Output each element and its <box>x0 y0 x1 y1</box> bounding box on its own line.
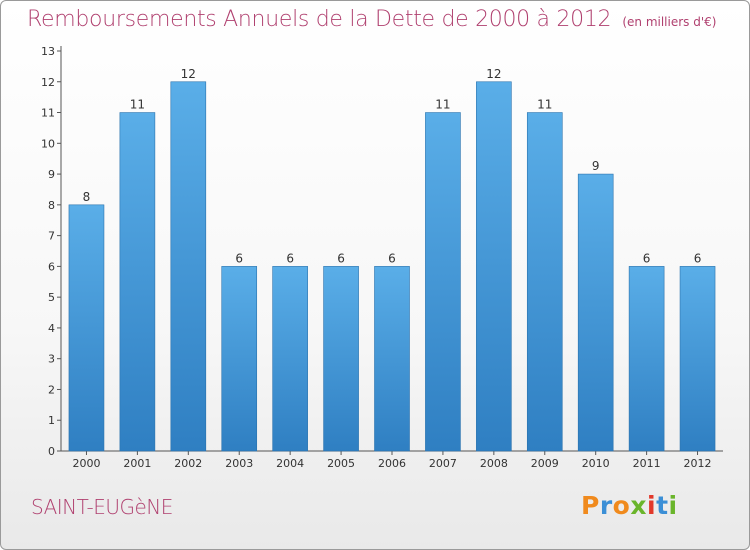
y-tick-label: 9 <box>48 168 55 181</box>
x-tick-label: 2010 <box>582 457 610 470</box>
logo-letter: x <box>630 491 647 520</box>
bar-2007 <box>425 112 461 452</box>
y-tick-label: 12 <box>41 76 55 89</box>
bar-2002 <box>170 81 207 452</box>
bar-2010 <box>577 173 614 452</box>
data-label: 6 <box>337 251 345 265</box>
bars <box>68 81 716 452</box>
logo-letter: P <box>581 491 600 520</box>
logo-letter: i <box>668 491 678 520</box>
data-label: 11 <box>130 98 145 112</box>
bar-2004 <box>272 266 308 452</box>
data-label: 8 <box>83 190 91 204</box>
data-label: 11 <box>435 98 450 112</box>
x-tick-label: 2001 <box>123 457 151 470</box>
chart-title: Remboursements Annuels de la Dette de 20… <box>27 7 716 32</box>
y-tick-label: 5 <box>48 291 55 304</box>
bar-2008 <box>476 81 512 452</box>
bar-2011 <box>628 266 665 452</box>
x-tick-label: 2005 <box>327 457 355 470</box>
y-tick-label: 6 <box>48 260 55 273</box>
x-tick-label: 2004 <box>276 457 304 470</box>
data-label: 6 <box>643 251 651 265</box>
bar-2006 <box>374 266 410 452</box>
x-tick-label: 2002 <box>174 457 202 470</box>
x-tick-label: 2009 <box>531 457 559 470</box>
data-label: 12 <box>486 67 501 81</box>
title-unit: (en milliers d'€) <box>622 15 717 29</box>
y-tick-label: 3 <box>48 353 55 366</box>
data-label: 6 <box>388 251 396 265</box>
bar-2009 <box>526 112 563 452</box>
data-label: 12 <box>181 67 196 81</box>
logo-letter: i <box>647 491 657 520</box>
data-label: 11 <box>537 98 552 112</box>
logo-letter: o <box>612 491 631 520</box>
y-tick-label: 10 <box>41 137 55 150</box>
x-tick-label: 2008 <box>480 457 508 470</box>
proxiti-logo: Proxiti <box>581 491 678 520</box>
x-tick-label: 2007 <box>429 457 457 470</box>
y-tick-label: 1 <box>48 414 55 427</box>
y-tick-label: 13 <box>41 45 55 58</box>
x-tick-label: 2011 <box>633 457 661 470</box>
logo-letter: t <box>656 491 669 520</box>
y-tick-label: 11 <box>41 107 55 120</box>
bar-2001 <box>119 112 156 452</box>
x-tick-label: 2000 <box>72 457 100 470</box>
data-labels: 8 11 12 6 6 6 6 11 12 11 9 6 6 <box>83 67 702 266</box>
y-tick-label: 4 <box>48 322 55 335</box>
y-tick-label: 0 <box>48 445 55 458</box>
data-label: 6 <box>694 251 702 265</box>
x-tick-label: 2012 <box>684 457 712 470</box>
data-label: 6 <box>235 251 243 265</box>
x-tick-label: 2006 <box>378 457 406 470</box>
x-tick-label: 2003 <box>225 457 253 470</box>
title-text: Remboursements Annuels de la Dette de 20… <box>27 7 612 32</box>
bar-2005 <box>323 266 359 452</box>
data-label: 9 <box>592 159 600 173</box>
bar-2000 <box>68 204 105 452</box>
location-name: SAINT-EUGèNE <box>31 495 173 519</box>
bar-2012 <box>679 266 716 452</box>
bar-2003 <box>221 266 258 452</box>
logo-letter: r <box>599 491 613 520</box>
data-label: 6 <box>286 251 294 265</box>
y-tick-label: 2 <box>48 383 55 396</box>
y-tick-label: 8 <box>48 199 55 212</box>
y-tick-label: 7 <box>48 230 55 243</box>
